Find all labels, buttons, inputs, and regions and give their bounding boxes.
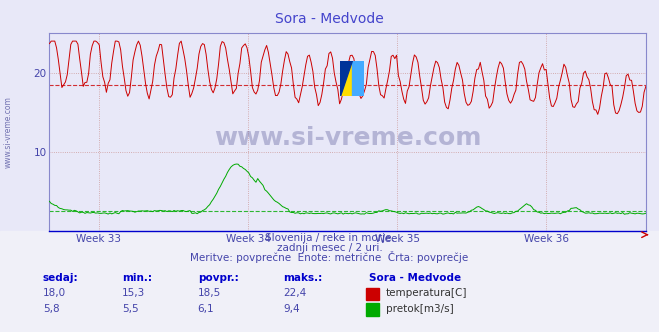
Bar bbox=[341, 61, 353, 96]
Bar bbox=[353, 61, 364, 96]
Text: Sora - Medvode: Sora - Medvode bbox=[275, 12, 384, 26]
Text: temperatura[C]: temperatura[C] bbox=[386, 288, 467, 298]
Polygon shape bbox=[341, 61, 353, 96]
Text: povpr.:: povpr.: bbox=[198, 273, 239, 283]
Text: 15,3: 15,3 bbox=[122, 288, 145, 298]
Text: maks.:: maks.: bbox=[283, 273, 323, 283]
Text: Sora - Medvode: Sora - Medvode bbox=[369, 273, 461, 283]
Text: 5,8: 5,8 bbox=[43, 304, 59, 314]
Text: min.:: min.: bbox=[122, 273, 152, 283]
Text: 9,4: 9,4 bbox=[283, 304, 300, 314]
Text: www.si-vreme.com: www.si-vreme.com bbox=[214, 126, 481, 150]
Text: Meritve: povprečne  Enote: metrične  Črta: povprečje: Meritve: povprečne Enote: metrične Črta:… bbox=[190, 251, 469, 263]
Text: 18,0: 18,0 bbox=[43, 288, 66, 298]
Text: 5,5: 5,5 bbox=[122, 304, 138, 314]
Text: Slovenija / reke in morje.: Slovenija / reke in morje. bbox=[264, 233, 395, 243]
Text: 18,5: 18,5 bbox=[198, 288, 221, 298]
Text: 22,4: 22,4 bbox=[283, 288, 306, 298]
Text: 6,1: 6,1 bbox=[198, 304, 214, 314]
Text: www.si-vreme.com: www.si-vreme.com bbox=[3, 96, 13, 168]
Text: pretok[m3/s]: pretok[m3/s] bbox=[386, 304, 453, 314]
Text: sedaj:: sedaj: bbox=[43, 273, 78, 283]
Text: zadnji mesec / 2 uri.: zadnji mesec / 2 uri. bbox=[277, 243, 382, 253]
